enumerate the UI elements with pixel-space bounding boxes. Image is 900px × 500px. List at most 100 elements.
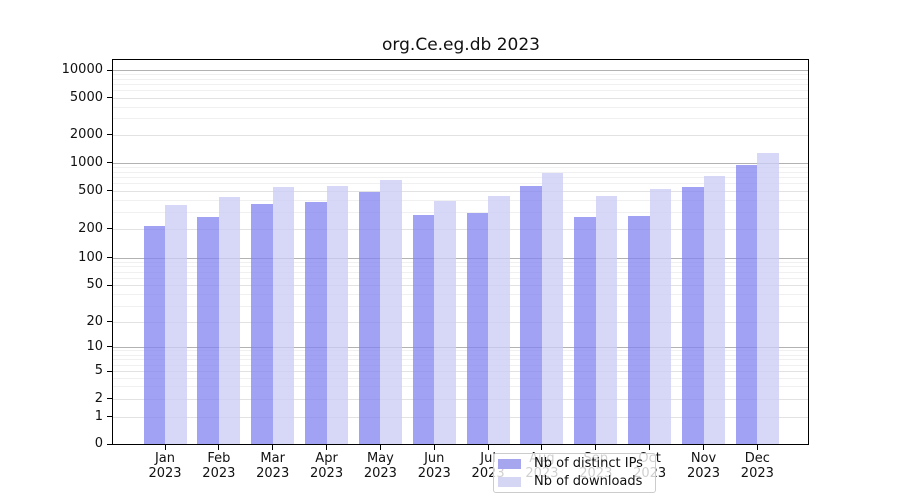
chart-title: org.Ce.eg.db 2023 (382, 35, 540, 55)
x-tick-jun (433, 445, 435, 450)
gridline-200 (113, 228, 808, 230)
x-tick-dec (756, 445, 758, 450)
gridline-minor (113, 271, 808, 273)
y-tick-label-2000: 2000 (69, 126, 103, 142)
y-tick-2000 (107, 134, 112, 135)
y-tick-label-100: 100 (78, 249, 103, 265)
gridline-minor (113, 277, 808, 279)
x-tick-label-mar: Mar 2023 (256, 451, 290, 481)
bar-distinct-ips-aug (520, 185, 542, 444)
gridline-minor (113, 183, 808, 185)
bar-downloads-aug (541, 173, 564, 444)
gridline-minor (113, 78, 808, 80)
x-tick-mar (272, 445, 274, 450)
bar-distinct-ips-apr (305, 201, 327, 444)
gridline-500 (113, 190, 808, 192)
y-tick-1 (107, 416, 112, 417)
gridline-2000 (113, 134, 808, 136)
x-tick-label-may: May 2023 (363, 451, 397, 481)
bar-distinct-ips-jun (412, 214, 435, 444)
bar-downloads-jun (434, 201, 456, 444)
bar-downloads-jul (488, 195, 510, 444)
gridline-minor (113, 176, 808, 178)
gridline-10 (113, 346, 808, 348)
y-tick-label-5000: 5000 (69, 89, 103, 105)
bar-distinct-ips-jan (143, 225, 165, 444)
x-tick-sep (595, 445, 597, 450)
x-tick-aug (541, 445, 543, 450)
bar-distinct-ips-jul (466, 212, 489, 444)
bar-downloads-nov (703, 175, 725, 444)
legend-label-distinct-ips: Nb of distinct IPs (534, 456, 643, 471)
y-tick-10 (107, 346, 112, 348)
legend-swatch-distinct-ips (498, 459, 521, 469)
x-tick-apr (326, 445, 328, 450)
gridline-minor (113, 386, 808, 388)
y-tick-label-1000: 1000 (69, 154, 103, 170)
y-tick-500 (107, 190, 112, 191)
gridline-minor (113, 106, 808, 108)
legend-label-downloads: Nb of downloads (534, 474, 643, 489)
y-tick-0 (107, 443, 112, 445)
y-tick-100 (107, 257, 112, 258)
y-tick-50 (107, 284, 112, 286)
gridline-50 (113, 285, 808, 287)
y-tick-label-5: 5 (94, 363, 103, 378)
gridline-minor (113, 377, 808, 379)
y-tick-1000 (107, 162, 112, 163)
x-tick-may (379, 445, 381, 450)
gridline-minor (113, 118, 808, 120)
y-tick-2 (107, 398, 112, 399)
gridline-100 (113, 257, 808, 259)
x-tick-feb (218, 445, 220, 450)
x-tick-oct (649, 445, 651, 450)
gridline-minor (113, 359, 808, 361)
y-tick-label-20: 20 (86, 313, 103, 329)
bar-downloads-oct (649, 189, 672, 444)
gridline-minor (113, 166, 808, 168)
y-tick-label-200: 200 (78, 220, 103, 236)
bar-distinct-ips-dec (735, 164, 758, 444)
gridline-5000 (113, 97, 808, 99)
bar-distinct-ips-nov (682, 186, 704, 444)
bar-distinct-ips-feb (197, 217, 219, 444)
bar-distinct-ips-sep (574, 217, 596, 444)
bar-downloads-dec (757, 152, 779, 444)
bar-distinct-ips-mar (251, 204, 273, 444)
bar-downloads-apr (326, 186, 349, 444)
x-tick-jul (487, 445, 489, 450)
gridline-5 (113, 371, 808, 372)
gridline-minor (113, 354, 808, 356)
y-tick-label-50: 50 (86, 277, 103, 293)
gridline-minor (113, 350, 808, 352)
legend-item-distinct-ips: Nb of distinct IPs (498, 457, 651, 471)
gridline-1 (113, 416, 808, 418)
y-tick-label-0: 0 (94, 436, 103, 451)
x-tick-jan (164, 445, 166, 450)
y-tick-label-10: 10 (86, 338, 103, 354)
legend-swatch-downloads (498, 477, 521, 487)
y-tick-label-500: 500 (78, 182, 103, 198)
gridline-1000 (113, 162, 808, 164)
y-tick-label-10000: 10000 (61, 62, 103, 77)
bar-downloads-sep (595, 195, 618, 444)
plot-area: Nb of distinct IPs Nb of downloads (112, 59, 809, 493)
bar-downloads-feb (218, 196, 241, 444)
y-tick-label-1: 1 (94, 408, 103, 424)
x-tick-label-feb: Feb 2023 (202, 451, 236, 481)
bar-downloads-may (380, 180, 402, 444)
x-tick-label-jun: Jun 2023 (417, 451, 451, 481)
gridline-2 (113, 398, 808, 400)
gridline-20 (113, 321, 808, 323)
x-tick-label-nov: Nov 2023 (686, 451, 721, 481)
y-tick-5 (107, 370, 112, 372)
y-tick-label-2: 2 (94, 390, 103, 406)
legend-item-downloads: Nb of downloads (498, 475, 651, 489)
x-tick-label-apr: Apr 2023 (310, 451, 344, 481)
y-tick-20 (107, 321, 112, 323)
gridline-minor (113, 364, 808, 366)
gridline-minor (113, 74, 808, 76)
gridline-minor (113, 90, 808, 92)
gridline-minor (113, 261, 808, 263)
